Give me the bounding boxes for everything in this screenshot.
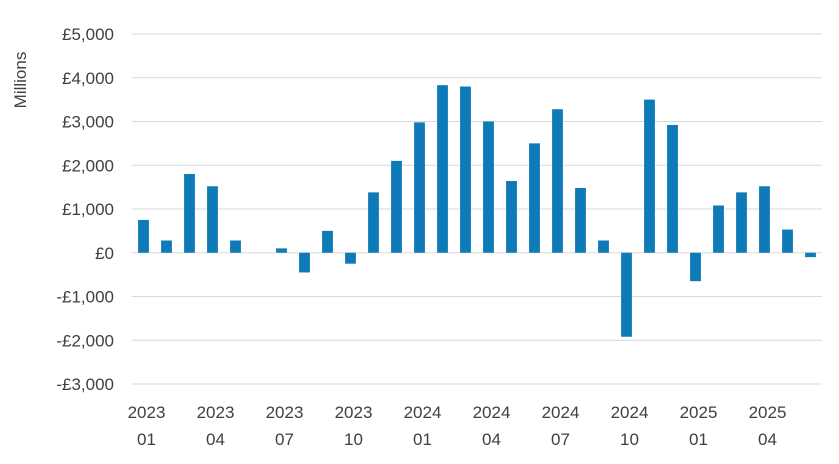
x-tick-year: 2023 bbox=[128, 403, 166, 422]
x-tick-year: 2023 bbox=[266, 403, 304, 422]
bar-2024-05 bbox=[506, 181, 517, 253]
x-tick-year: 2023 bbox=[197, 403, 235, 422]
x-tick-year: 2025 bbox=[749, 403, 787, 422]
bar-2024-06 bbox=[529, 143, 540, 253]
x-tick-month: 07 bbox=[275, 430, 294, 449]
bar-2023-01 bbox=[138, 219, 149, 253]
x-tick-year: 2024 bbox=[542, 403, 580, 422]
bar-2023-04 bbox=[207, 186, 218, 253]
bar-2023-05 bbox=[230, 240, 241, 253]
x-tick-month: 04 bbox=[206, 430, 225, 449]
bar-2024-03 bbox=[460, 86, 471, 253]
x-tick-month: 10 bbox=[620, 430, 639, 449]
bar-2023-08 bbox=[299, 252, 310, 273]
x-tick-year: 2024 bbox=[404, 403, 442, 422]
x-tick-month: 01 bbox=[137, 430, 156, 449]
bar-2025-01 bbox=[690, 252, 701, 282]
y-tick-label: £4,000 bbox=[62, 69, 114, 88]
x-tick-year: 2024 bbox=[611, 403, 649, 422]
bar-2024-08 bbox=[575, 188, 586, 253]
bar-2025-06 bbox=[805, 252, 816, 258]
bar-2024-02 bbox=[437, 85, 448, 253]
bar-2023-07 bbox=[276, 248, 287, 253]
x-tick-month: 01 bbox=[689, 430, 708, 449]
bar-2025-02 bbox=[713, 205, 724, 253]
x-tick-month: 04 bbox=[758, 430, 777, 449]
y-tick-label: -£2,000 bbox=[56, 331, 114, 350]
bar-2023-12 bbox=[391, 160, 402, 253]
x-axis-ticks: 2023 01 2023 04 2023 07 2023 10 2024 01 2024 04 2024… bbox=[128, 403, 787, 449]
x-tick-month: 04 bbox=[482, 430, 501, 449]
y-tick-label: £2,000 bbox=[62, 156, 114, 175]
x-tick-year: 2023 bbox=[335, 403, 373, 422]
bar-2023-11 bbox=[368, 192, 379, 253]
y-axis-ticks: £5,000 £4,000 £3,000 £2,000 £1,000 £0 -£1,000 -… bbox=[56, 25, 114, 394]
y-tick-label: -£1,000 bbox=[56, 288, 114, 307]
bar-2025-04 bbox=[759, 186, 770, 253]
bar-2025-03 bbox=[736, 192, 747, 253]
y-tick-label: £5,000 bbox=[62, 25, 114, 44]
y-tick-label: -£3,000 bbox=[56, 375, 114, 394]
y-tick-label: £1,000 bbox=[62, 200, 114, 219]
bar-2023-10 bbox=[345, 252, 356, 264]
bar-2024-07 bbox=[552, 109, 563, 253]
bar-2025-05 bbox=[782, 229, 793, 253]
bar-2024-11 bbox=[644, 99, 655, 253]
bar-2023-02 bbox=[161, 240, 172, 253]
x-tick-year: 2025 bbox=[680, 403, 718, 422]
bar-2024-04 bbox=[483, 121, 494, 253]
x-tick-month: 01 bbox=[413, 430, 432, 449]
bar-2024-10 bbox=[621, 252, 632, 337]
y-axis-label: Millions bbox=[11, 52, 30, 109]
x-tick-year: 2024 bbox=[473, 403, 511, 422]
bar-2024-12 bbox=[667, 125, 678, 253]
gridlines bbox=[132, 33, 822, 385]
y-tick-label: £0 bbox=[95, 244, 114, 263]
bar-2024-09 bbox=[598, 240, 609, 253]
bar-2023-03 bbox=[184, 174, 195, 253]
bar-2024-01 bbox=[414, 122, 425, 253]
bars bbox=[138, 85, 816, 337]
x-tick-month: 07 bbox=[551, 430, 570, 449]
bar-2023-09 bbox=[322, 230, 333, 253]
x-tick-month: 10 bbox=[344, 430, 363, 449]
y-tick-label: £3,000 bbox=[62, 113, 114, 132]
